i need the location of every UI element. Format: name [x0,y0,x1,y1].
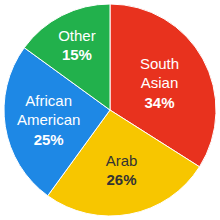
svg-text:Other15%: Other15% [58,27,96,64]
svg-text:SouthAsian34%: SouthAsian34% [140,55,179,111]
svg-text:AfricanAmerican25%: AfricanAmerican25% [17,92,80,148]
svg-text:Arab26%: Arab26% [106,152,138,189]
